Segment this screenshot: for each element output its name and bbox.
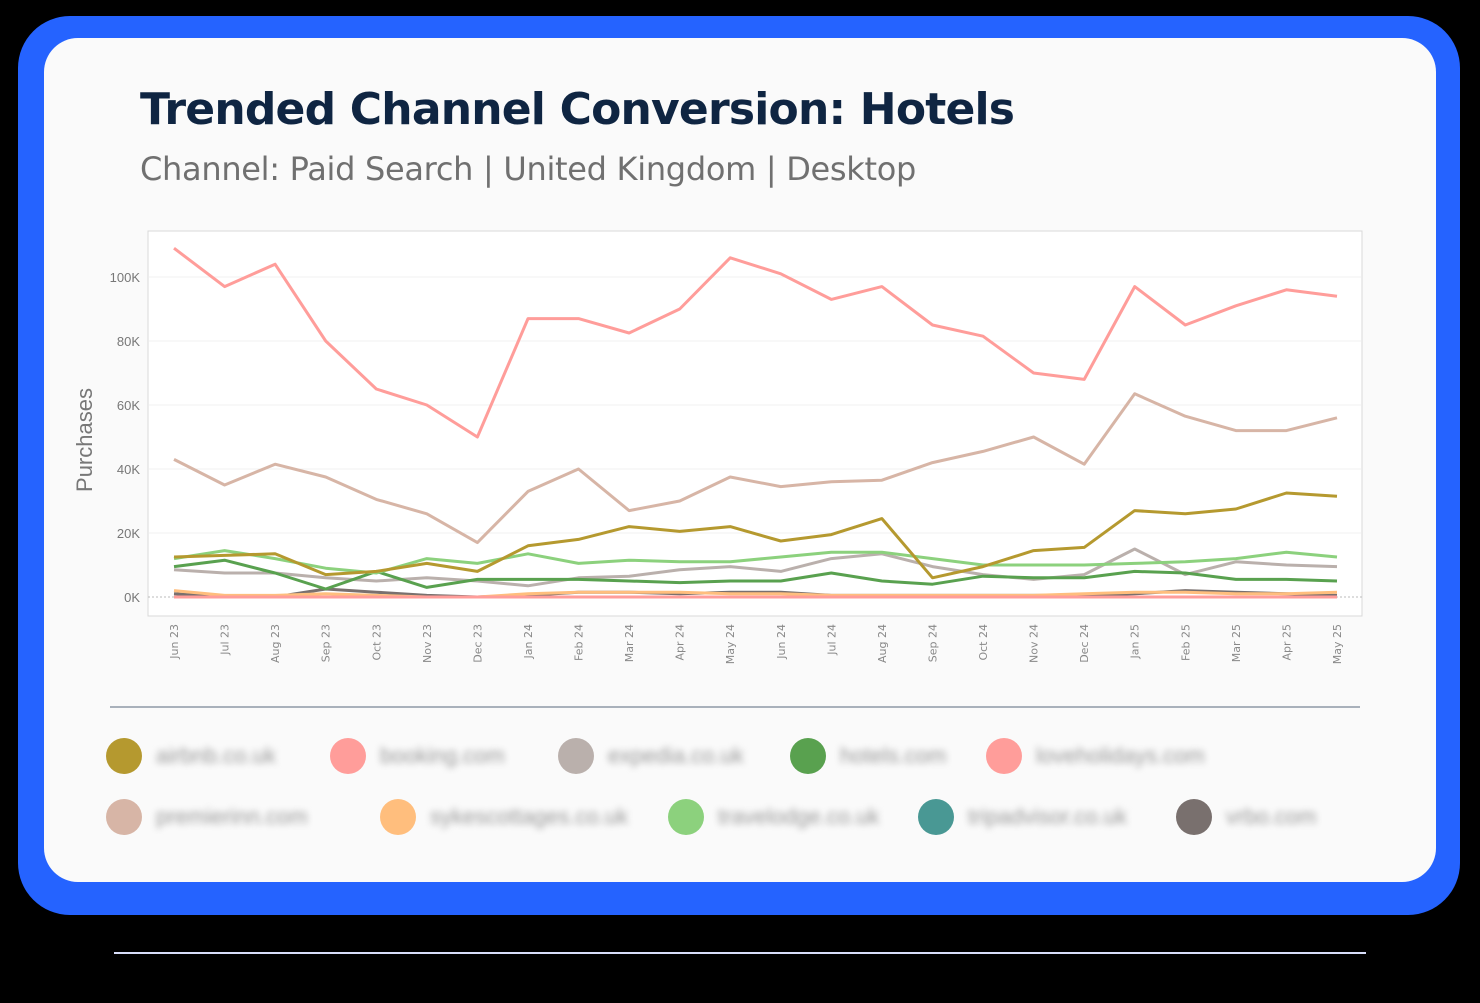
y-tick-label: 20K	[117, 526, 140, 541]
legend-item[interactable]: loveholidays.com	[986, 738, 1205, 774]
series-line-expedia-co-uk	[173, 547, 1338, 588]
x-tick-label: Jun 23	[168, 624, 181, 660]
legend-swatch-icon	[668, 799, 704, 835]
legend-label: premierinn.com	[156, 804, 308, 829]
legend-label: tripadvisor.co.uk	[968, 804, 1127, 829]
x-tick-label: Jan 24	[522, 624, 535, 659]
x-tick-label: Mar 24	[623, 624, 636, 662]
x-tick-label: Jul 24	[825, 624, 838, 656]
legend-label: airbnb.co.uk	[156, 743, 276, 768]
legend-label: loveholidays.com	[1036, 743, 1205, 768]
legend-label: expedia.co.uk	[608, 743, 744, 768]
legend-swatch-icon	[790, 738, 826, 774]
legend-item[interactable]: travelodge.co.uk	[668, 799, 879, 835]
series-line-sykescottages-co-uk	[173, 589, 1338, 599]
x-tick-label: Sep 24	[926, 624, 939, 662]
legend-item[interactable]: booking.com	[330, 738, 505, 774]
y-tick-label: 100K	[110, 270, 141, 285]
y-tick-label: 0K	[124, 590, 140, 605]
legend-swatch-icon	[1176, 799, 1212, 835]
x-tick-label: Sep 23	[320, 624, 333, 662]
y-axis-ticks: 0K 20K 40K 60K 80K 100K	[110, 270, 141, 605]
page-title: Trended Channel Conversion: Hotels	[140, 84, 1015, 135]
legend-label: vrbo.com	[1226, 804, 1317, 829]
legend-item[interactable]: expedia.co.uk	[558, 738, 744, 774]
legend-swatch-icon	[106, 799, 142, 835]
y-tick-label: 60K	[117, 398, 140, 413]
series-line-premierinn-com	[173, 392, 1338, 545]
x-tick-label: Nov 23	[421, 624, 434, 663]
legend-swatch-icon	[330, 738, 366, 774]
legend-swatch-icon	[558, 738, 594, 774]
bottom-rule	[114, 952, 1366, 954]
x-tick-label: Jun 24	[775, 624, 788, 660]
legend-swatch-icon	[106, 738, 142, 774]
y-axis-label: Purchases	[72, 388, 97, 492]
x-tick-label: Nov 24	[1028, 624, 1041, 663]
line-chart: 0K 20K 40K 60K 80K 100K Purchases Jun 23 Jul 2…	[72, 230, 1363, 664]
x-tick-label: Feb 24	[573, 624, 586, 661]
series-line-loveholidays-com	[173, 247, 1338, 439]
x-tick-label: Apr 24	[674, 624, 687, 661]
x-tick-label: Aug 24	[876, 624, 889, 663]
series-lines	[173, 247, 1338, 599]
legend-item[interactable]: airbnb.co.uk	[106, 738, 276, 774]
legend-label: booking.com	[380, 743, 505, 768]
x-tick-label: May 24	[724, 624, 737, 664]
legend-item[interactable]: hotels.com	[790, 738, 946, 774]
series-line-airbnb-co-uk	[173, 491, 1338, 580]
y-tick-label: 80K	[117, 334, 140, 349]
x-tick-label: Apr 25	[1280, 624, 1293, 661]
series-line-hotels-com	[173, 558, 1338, 591]
legend-swatch-icon	[380, 799, 416, 835]
x-tick-label: Jul 23	[219, 624, 232, 656]
x-tick-label: Oct 23	[370, 624, 383, 661]
page-subtitle: Channel: Paid Search | United Kingdom | …	[140, 150, 917, 188]
legend-label: sykescottages.co.uk	[430, 804, 629, 829]
x-tick-label: Dec 23	[471, 624, 484, 663]
legend-label: travelodge.co.uk	[718, 804, 880, 829]
x-tick-label: Mar 25	[1230, 624, 1243, 662]
legend-label: hotels.com	[840, 743, 947, 768]
x-tick-label: Dec 24	[1078, 624, 1091, 663]
y-tick-label: 40K	[117, 462, 140, 477]
x-tick-label: Oct 24	[977, 624, 990, 661]
x-axis-ticks: Jun 23 Jul 23 Aug 23 Sep 23 Oct 23 Nov 23 Dec …	[168, 624, 1344, 664]
legend-divider	[110, 706, 1360, 708]
x-tick-label: Feb 25	[1179, 624, 1192, 661]
x-tick-label: Aug 23	[269, 624, 282, 663]
legend-item[interactable]: sykescottages.co.uk	[380, 799, 628, 835]
legend-swatch-icon	[986, 738, 1022, 774]
legend-item[interactable]: premierinn.com	[106, 799, 308, 835]
legend-item[interactable]: vrbo.com	[1176, 799, 1316, 835]
plot-area	[147, 230, 1363, 617]
x-tick-label: Jan 25	[1129, 624, 1142, 659]
x-tick-label: May 25	[1331, 624, 1344, 664]
legend-item[interactable]: tripadvisor.co.uk	[918, 799, 1127, 835]
legend-swatch-icon	[918, 799, 954, 835]
